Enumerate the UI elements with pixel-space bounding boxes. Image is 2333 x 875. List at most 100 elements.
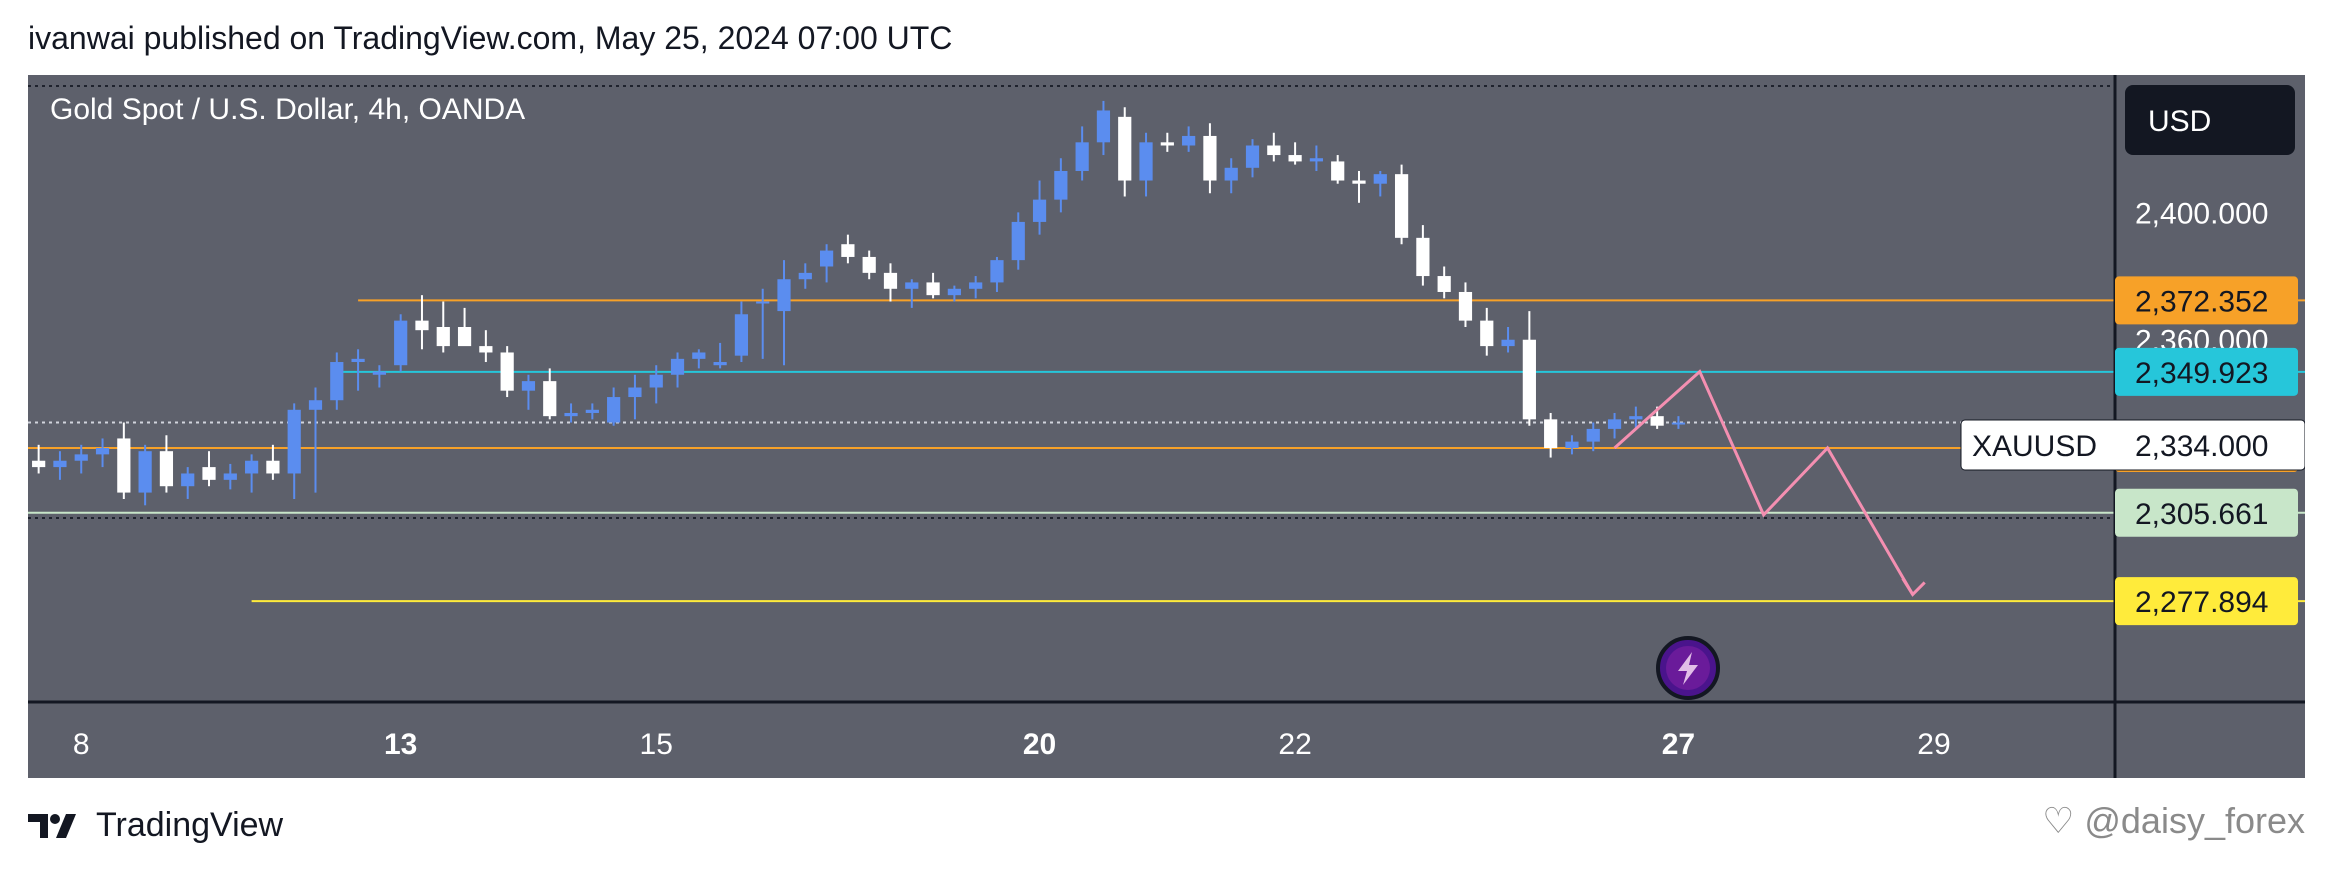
x-tick-label: 27 [1662, 728, 1695, 761]
candle-12 [287, 403, 301, 499]
candle-28 [628, 374, 642, 420]
candle-23 [521, 374, 536, 410]
symbol-title: Gold Spot / U.S. Dollar, 4h, OANDA [50, 93, 525, 126]
publish-info: ivanwai published on TradingView.com, Ma… [28, 20, 953, 56]
candle-body [1032, 199, 1047, 222]
candle-body [1458, 291, 1473, 321]
candle-body [1416, 237, 1430, 277]
chart[interactable]: Gold Spot / U.S. Dollar, 4h, OANDA USD 2… [28, 75, 2305, 778]
candle-34 [756, 288, 770, 359]
candle-body [1118, 116, 1132, 181]
candle-body [713, 362, 727, 366]
candle-58 [1267, 132, 1281, 162]
candle-72 [1565, 435, 1579, 455]
x-tick-label: 13 [384, 728, 417, 761]
candle-4 [117, 422, 131, 499]
projection-line [1613, 369, 1914, 596]
candle-body [394, 320, 408, 366]
candle-body [74, 454, 88, 461]
candle-14 [330, 352, 344, 410]
candle-77 [1671, 416, 1686, 429]
candle-body [1607, 419, 1622, 429]
candle-body [138, 451, 152, 493]
candle-48 [1054, 158, 1068, 213]
candle-body [308, 400, 323, 410]
candle-body [330, 362, 344, 401]
candle-body [1671, 422, 1686, 425]
price-tag-3: 2,305.661 [2115, 488, 2298, 537]
candle-22 [500, 346, 514, 398]
candle-11 [266, 444, 280, 480]
candle-body [1394, 174, 1409, 238]
candle-21 [479, 330, 493, 363]
candle-41 [905, 279, 919, 308]
candle-19 [436, 301, 450, 353]
candle-0 [32, 444, 46, 474]
candle-6 [159, 435, 174, 493]
chart-pane[interactable] [28, 75, 2305, 778]
candle-52 [1139, 132, 1153, 197]
candle-body [1437, 276, 1451, 292]
price-tag-0: 2,372.352 [2115, 276, 2298, 325]
candle-body [1501, 339, 1515, 347]
candle-body [670, 358, 685, 375]
candle-5 [138, 444, 152, 506]
tradingview-logo[interactable]: TradingView [28, 806, 283, 845]
candle-body [479, 346, 493, 353]
candle-body [415, 320, 429, 331]
candle-body [1565, 441, 1579, 448]
candle-51 [1118, 107, 1132, 197]
candle-body [1182, 135, 1196, 146]
symbol-tag: XAUUSD [1972, 430, 2097, 463]
candle-body [95, 448, 110, 455]
candle-body [223, 473, 237, 480]
price-tag-bg [2115, 577, 2298, 626]
candle-body [457, 327, 472, 347]
candle-body [117, 438, 131, 493]
candle-body [1309, 158, 1324, 162]
candle-body [159, 451, 174, 487]
price-tag-label: 2,372.352 [2135, 285, 2268, 318]
price-tag-bg [2115, 276, 2298, 325]
x-tick-label: 8 [73, 728, 90, 761]
candle-74 [1607, 412, 1622, 439]
candle-body [500, 352, 514, 391]
candle-15 [351, 349, 365, 391]
lightning-icon[interactable] [1656, 636, 1720, 700]
candle-body [798, 272, 812, 280]
candle-body [990, 260, 1004, 283]
candle-38 [841, 234, 855, 264]
y-tick-label: 2,400.000 [2135, 197, 2268, 230]
candle-56 [1224, 158, 1238, 194]
candle-59 [1288, 142, 1302, 165]
candle-55 [1203, 123, 1217, 194]
time-axis[interactable]: 8 13 15 20 22 27 29 [73, 728, 1951, 761]
candle-39 [862, 250, 876, 280]
candle-body [926, 282, 940, 296]
price-tag-label: 2,305.661 [2135, 498, 2268, 531]
price-tag-label: 2,349.923 [2135, 357, 2268, 390]
author-watermark: ♡ @daisy_forex [2042, 800, 2305, 841]
candle-75 [1629, 406, 1643, 429]
x-tick-label: 20 [1023, 728, 1056, 761]
candle-64 [1394, 164, 1409, 245]
candle-body [862, 256, 876, 273]
candle-body [1267, 145, 1281, 156]
candle-body [1629, 416, 1643, 420]
candle-body [777, 279, 791, 312]
candle-body [1373, 174, 1387, 184]
candle-61 [1331, 155, 1345, 184]
currency-label: USD [2148, 105, 2211, 138]
candle-10 [245, 454, 259, 493]
candle-73 [1586, 422, 1600, 452]
candle-body [181, 473, 195, 487]
currency-button[interactable]: USD [2125, 85, 2295, 155]
candle-body [1224, 167, 1238, 181]
candle-body [543, 381, 557, 417]
candle-body [585, 409, 599, 413]
candle-body [287, 409, 301, 474]
candle-40 [883, 263, 898, 302]
candle-body [819, 250, 834, 267]
candle-body [756, 301, 770, 304]
candle-body [1139, 142, 1153, 181]
